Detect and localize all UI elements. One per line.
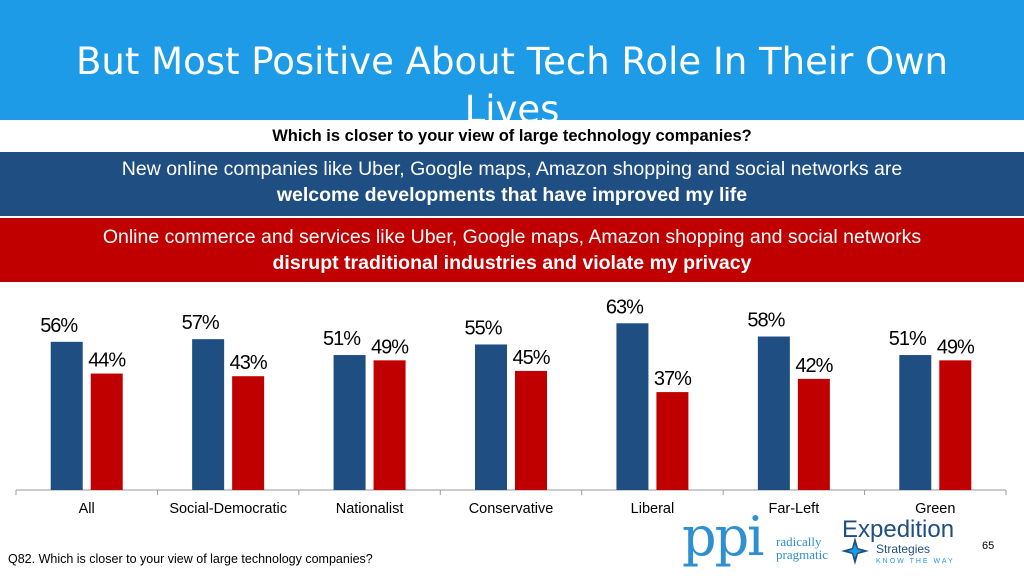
data-label: 51% [323,328,361,350]
bar-positive [50,341,83,490]
ppi-logo-mark: ppi [682,505,764,568]
data-label: 63% [606,296,644,318]
bar-negative [656,392,689,490]
expedition-name: Expedition [842,516,955,543]
category-label: All [79,501,95,516]
bar-positive [475,344,507,490]
expedition-sub: Strategies [876,542,931,556]
compass-star-icon [841,537,869,565]
bar-positive [616,323,649,490]
data-label: 42% [795,355,833,377]
ppi-tagline-2: pragmatic [776,547,828,562]
data-label: 51% [889,328,927,350]
data-label: 37% [654,368,692,390]
category-label: Conservative [469,501,554,516]
positive-option-line1: New online companies like Uber, Google m… [121,158,903,180]
title-bar: But Most Positive About Tech Role In The… [0,0,1024,120]
category-label: Far-Left [768,501,819,516]
category-label: Liberal [631,501,675,516]
footnote: Q82. Which is closer to your view of lar… [8,552,373,566]
positive-option-line2: welcome developments that have improved … [276,184,748,206]
bar-negative [797,378,830,490]
bar-negative [90,373,123,490]
data-label: 45% [512,347,550,369]
ppi-logo: ppi radically pragmatic [682,507,832,575]
data-label: 55% [464,317,502,339]
bar-positive [757,336,790,490]
positive-option-band: New online companies like Uber, Google m… [0,152,1024,216]
data-label: 57% [182,312,220,334]
question-text: Which is closer to your view of large te… [0,122,1024,150]
bar-negative [515,370,547,490]
negative-option-line1: Online commerce and services like Uber, … [102,226,922,248]
page-title: But Most Positive About Tech Role In The… [76,40,948,120]
expedition-logo: Expedition Strategies KNOW THE WAY [838,516,968,576]
negative-option-band: Online commerce and services like Uber, … [0,218,1024,282]
ppi-tagline: radically pragmatic [776,535,828,561]
bar-positive [899,355,932,490]
data-label: 44% [88,350,126,372]
bar-positive [192,339,225,490]
data-label: 58% [747,310,785,332]
bar-negative [373,360,406,490]
bar-positive [333,355,366,490]
page-number: 65 [982,540,995,552]
data-label: 56% [40,315,78,337]
negative-option-line2: disrupt traditional industries and viola… [272,252,752,274]
data-label: 43% [230,352,268,374]
data-label: 49% [371,336,409,358]
bar-chart: 56% 44% All 57% 43% Social-Democratic 51% 49% Na… [15,296,1007,516]
ppi-tagline-1: radically [776,534,822,549]
bar-negative [939,360,972,490]
category-label: Nationalist [336,501,404,516]
data-label: 49% [937,336,975,358]
expedition-tagline: KNOW THE WAY [876,558,955,565]
category-label: Social-Democratic [169,501,287,516]
bar-negative [232,376,265,490]
category-label: Green [915,501,955,516]
